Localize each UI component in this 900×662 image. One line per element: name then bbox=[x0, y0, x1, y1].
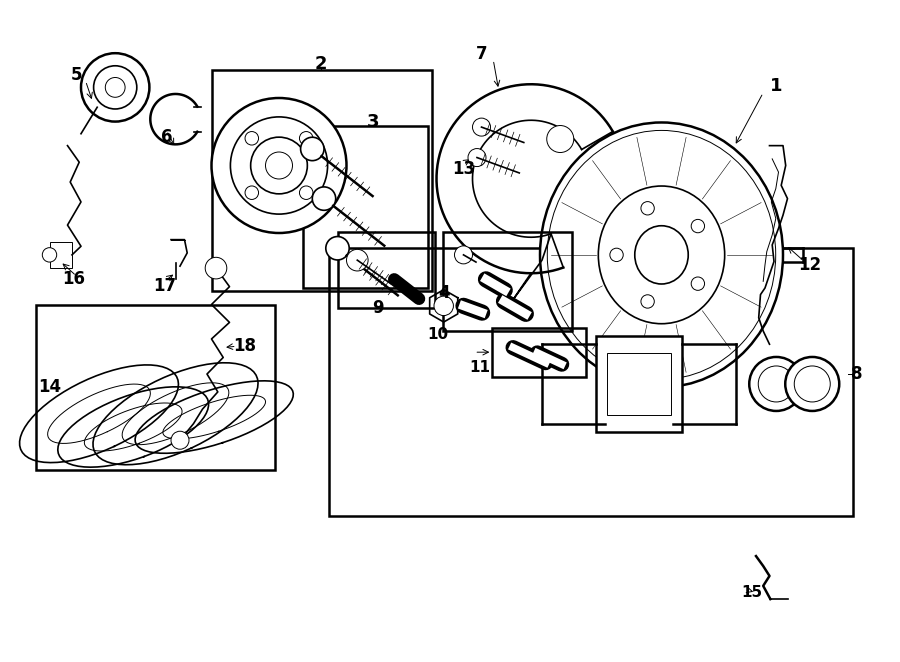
Circle shape bbox=[785, 357, 839, 411]
Bar bbox=[607, 353, 670, 416]
Bar bbox=[50, 242, 72, 268]
Text: 13: 13 bbox=[452, 160, 475, 178]
Circle shape bbox=[42, 248, 57, 262]
Circle shape bbox=[312, 187, 336, 211]
Text: 10: 10 bbox=[427, 327, 448, 342]
Text: 16: 16 bbox=[62, 270, 86, 289]
Ellipse shape bbox=[540, 122, 783, 387]
Circle shape bbox=[794, 366, 830, 402]
Text: 6: 6 bbox=[161, 128, 172, 146]
Circle shape bbox=[691, 219, 705, 233]
Circle shape bbox=[468, 148, 486, 167]
Circle shape bbox=[610, 248, 623, 261]
Circle shape bbox=[94, 66, 137, 109]
Text: 9: 9 bbox=[373, 299, 383, 317]
Bar bbox=[596, 336, 682, 432]
Bar bbox=[328, 248, 853, 516]
Circle shape bbox=[171, 431, 189, 449]
Circle shape bbox=[230, 117, 328, 214]
Circle shape bbox=[300, 186, 313, 199]
Circle shape bbox=[81, 53, 149, 122]
Ellipse shape bbox=[634, 226, 688, 284]
Text: 5: 5 bbox=[71, 66, 82, 84]
Bar bbox=[212, 70, 432, 291]
Circle shape bbox=[326, 236, 349, 260]
Bar bbox=[36, 305, 274, 470]
Text: 11: 11 bbox=[469, 360, 491, 375]
Circle shape bbox=[454, 246, 472, 264]
Circle shape bbox=[758, 366, 794, 402]
Text: 12: 12 bbox=[798, 256, 822, 274]
Circle shape bbox=[251, 137, 308, 194]
Circle shape bbox=[245, 186, 258, 199]
Text: 15: 15 bbox=[741, 585, 762, 600]
Bar bbox=[492, 328, 586, 377]
Circle shape bbox=[749, 357, 803, 411]
Text: 14: 14 bbox=[38, 378, 61, 397]
Text: 7: 7 bbox=[476, 45, 487, 64]
Ellipse shape bbox=[547, 130, 776, 379]
Circle shape bbox=[547, 126, 574, 152]
Circle shape bbox=[266, 152, 292, 179]
Bar bbox=[303, 126, 428, 288]
Circle shape bbox=[300, 132, 313, 145]
Text: 1: 1 bbox=[770, 77, 782, 95]
Circle shape bbox=[212, 98, 346, 233]
Circle shape bbox=[691, 277, 705, 291]
Text: 3: 3 bbox=[367, 113, 380, 132]
Circle shape bbox=[641, 202, 654, 215]
Text: 2: 2 bbox=[315, 55, 328, 73]
Text: 4: 4 bbox=[438, 283, 449, 302]
Circle shape bbox=[434, 296, 454, 316]
Text: 8: 8 bbox=[851, 365, 862, 383]
Text: 18: 18 bbox=[233, 337, 256, 355]
Circle shape bbox=[105, 77, 125, 97]
Circle shape bbox=[346, 250, 368, 271]
Circle shape bbox=[641, 295, 654, 308]
Text: 17: 17 bbox=[153, 277, 176, 295]
Circle shape bbox=[472, 118, 490, 136]
Ellipse shape bbox=[598, 186, 724, 324]
Circle shape bbox=[205, 258, 227, 279]
Circle shape bbox=[301, 137, 324, 161]
Bar bbox=[338, 232, 435, 308]
Circle shape bbox=[245, 132, 258, 145]
Bar bbox=[443, 232, 572, 331]
